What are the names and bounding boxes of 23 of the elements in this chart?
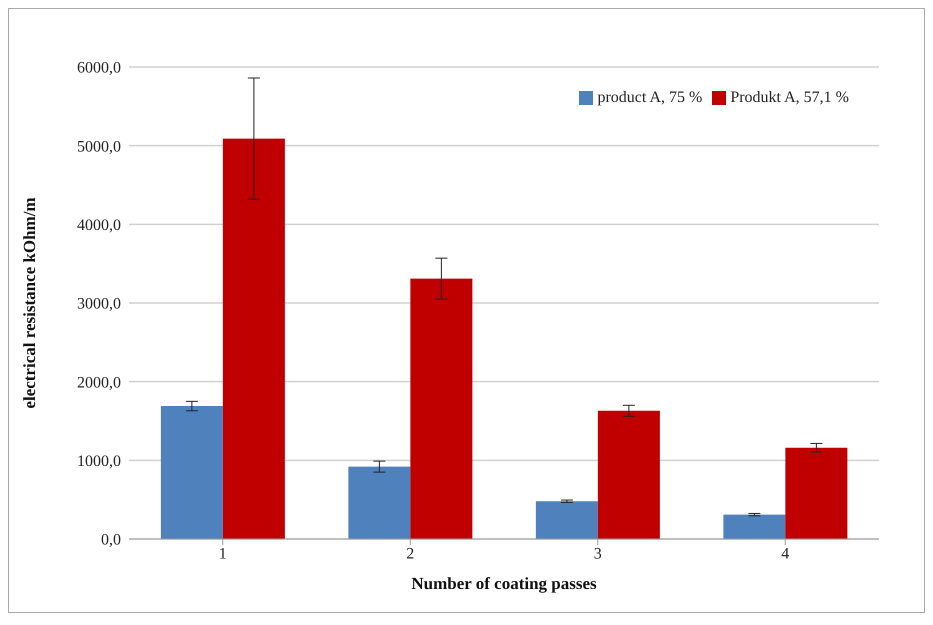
y-tick-label: 5000,0	[77, 138, 121, 156]
bar	[410, 278, 472, 539]
y-tick-label: 6000,0	[77, 60, 121, 77]
bar	[536, 501, 598, 539]
y-tick-label: 0,0	[101, 532, 121, 549]
y-tick-label: 1000,0	[77, 453, 121, 470]
bar	[348, 466, 410, 539]
bar	[222, 138, 285, 539]
bar	[160, 406, 223, 539]
x-tick-label: 1	[218, 545, 227, 562]
y-tick-label: 3000,0	[77, 296, 121, 313]
x-tick-label: 4	[781, 545, 790, 562]
y-tick-label: 2000,0	[77, 374, 121, 392]
y-tick-label: 4000,0	[77, 217, 121, 234]
x-tick-label: 2	[406, 545, 414, 562]
legend-label: product A, 75 %	[597, 89, 702, 106]
x-axis-title: Number of coating passes	[411, 574, 598, 593]
bar	[785, 448, 848, 539]
bar	[723, 514, 786, 539]
bar	[598, 410, 660, 539]
legend-label: Produkt A, 57,1 %	[730, 89, 849, 106]
y-axis-title: electrical resistance kOhm/m	[20, 197, 40, 409]
x-tick-label: 3	[594, 545, 602, 562]
